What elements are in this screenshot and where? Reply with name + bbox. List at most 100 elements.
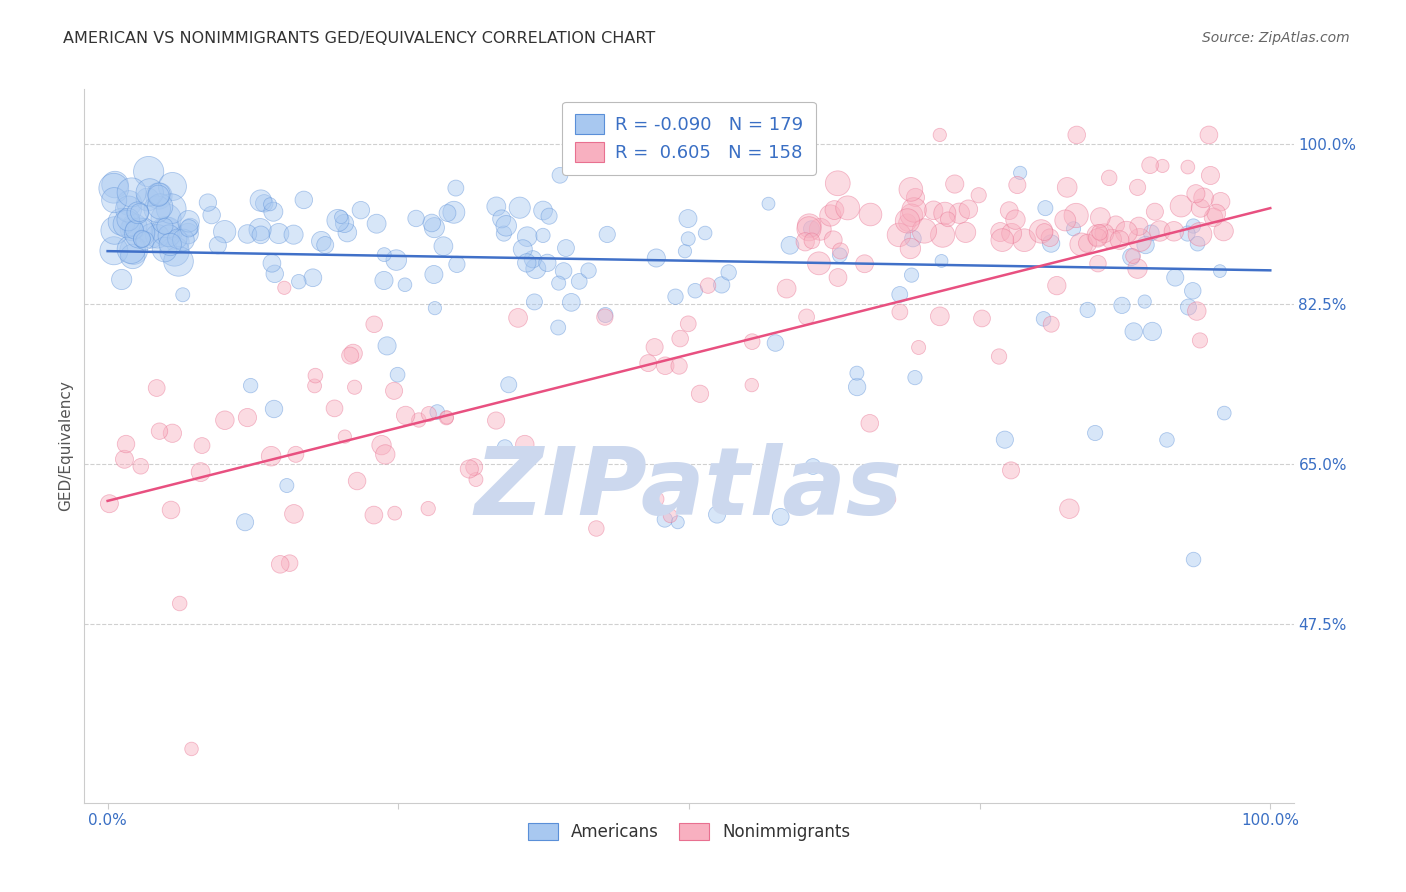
Point [177,227,200,241]
Point [148,424,170,438]
Point [1056,180,1078,194]
Point [1177,160,1199,174]
Point [654,359,676,373]
Point [485,199,508,213]
Text: AMERICAN VS NONIMMIGRANTS GED/EQUIVALENCY CORRELATION CHART: AMERICAN VS NONIMMIGRANTS GED/EQUIVALENC… [63,31,655,46]
Point [859,417,882,431]
Point [1205,206,1227,220]
Point [276,478,298,492]
Point [1188,227,1211,242]
Point [889,287,911,301]
Point [104,223,127,237]
Point [659,508,682,523]
Point [1090,211,1112,225]
Point [689,386,711,401]
Point [668,359,690,373]
Point [877,492,900,507]
Point [177,221,200,235]
Point [889,305,911,319]
Point [103,181,125,195]
Point [1039,230,1062,244]
Point [138,164,160,178]
Point [1098,170,1121,185]
Point [664,290,686,304]
Point [1077,236,1099,251]
Point [104,178,127,192]
Point [207,238,229,252]
Legend: Americans, Nonimmigrants: Americans, Nonimmigrants [522,816,856,848]
Point [1084,425,1107,440]
Point [1192,191,1215,205]
Point [160,202,183,216]
Point [1111,298,1133,312]
Point [1198,128,1220,142]
Point [896,216,918,230]
Point [1059,501,1081,516]
Point [903,202,925,217]
Point [900,208,922,222]
Point [595,308,617,322]
Point [423,301,446,315]
Point [190,465,212,479]
Point [644,340,666,354]
Point [1128,219,1150,234]
Point [827,176,849,190]
Point [269,558,291,572]
Point [436,206,458,220]
Point [524,261,547,276]
Point [1182,219,1205,233]
Point [191,438,214,452]
Point [560,295,582,310]
Point [134,234,156,248]
Point [676,232,699,246]
Point [1087,228,1109,243]
Point [509,201,531,215]
Point [1087,257,1109,271]
Point [741,378,763,392]
Point [121,186,143,200]
Point [1129,233,1152,247]
Point [1122,325,1144,339]
Point [239,378,262,392]
Point [436,410,458,425]
Point [1070,237,1092,252]
Point [418,407,440,421]
Point [333,429,356,443]
Point [1088,225,1111,239]
Point [124,219,146,234]
Point [138,186,160,200]
Text: ZIPatlas: ZIPatlas [475,442,903,535]
Point [536,256,558,270]
Point [156,225,179,239]
Point [1189,201,1212,215]
Point [1185,186,1208,201]
Point [1101,232,1123,246]
Point [131,232,153,246]
Point [898,242,921,256]
Point [283,507,305,521]
Point [162,426,184,441]
Point [267,227,290,241]
Point [531,228,554,243]
Point [114,452,136,467]
Point [159,237,181,252]
Point [555,241,578,255]
Point [260,449,283,463]
Point [288,275,311,289]
Point [1209,194,1232,209]
Point [1170,199,1192,213]
Point [1187,236,1209,251]
Point [283,227,305,242]
Point [998,203,1021,218]
Point [907,341,929,355]
Point [129,459,152,474]
Point [741,334,763,349]
Point [666,516,689,530]
Point [405,211,427,226]
Point [1029,224,1052,238]
Point [1010,166,1032,180]
Y-axis label: GED/Equivalency: GED/Equivalency [58,381,73,511]
Point [1001,227,1024,241]
Point [846,380,869,394]
Point [163,244,186,259]
